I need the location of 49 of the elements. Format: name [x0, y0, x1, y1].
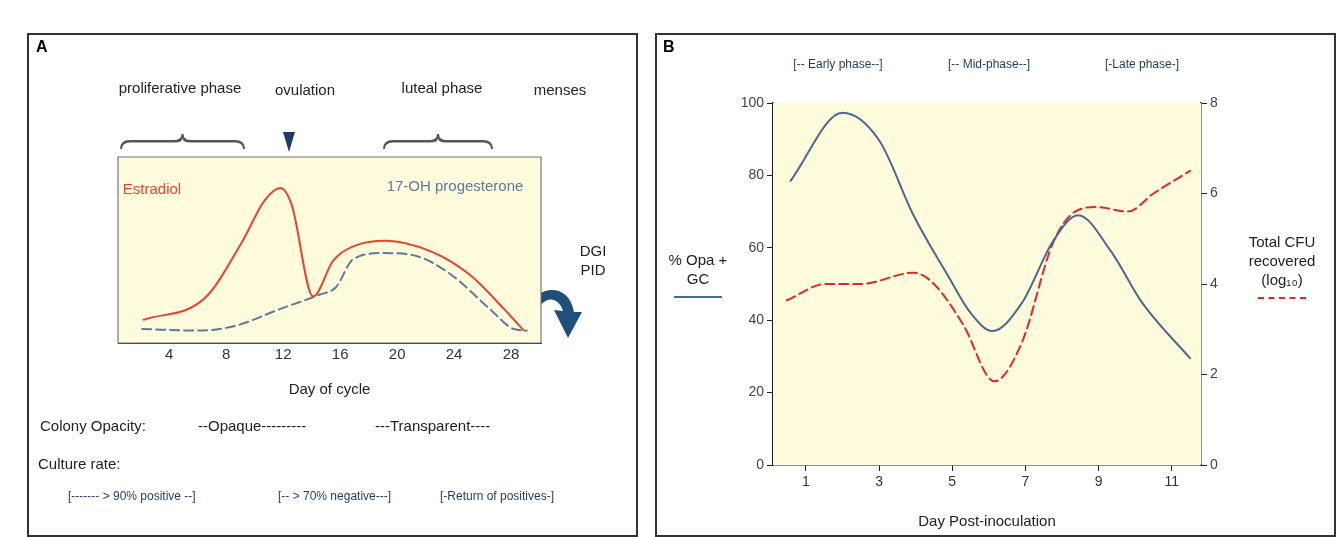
y2-tick-label: 8: [1210, 93, 1218, 110]
x-axis-title: Day of cycle: [288, 380, 371, 398]
x-tick-label: 5: [948, 473, 957, 490]
text: menses: [532, 80, 588, 99]
y-axis-title: % Opa + GC: [667, 250, 729, 289]
y2-tick-label: 0: [1210, 455, 1218, 472]
y2-tick-label: 4: [1210, 274, 1218, 291]
text: ---Transparent----: [375, 416, 491, 435]
line-series: [785, 169, 1192, 383]
y-tick-label: 100: [740, 93, 765, 110]
text: 17-OH progesterone: [385, 176, 525, 195]
text: Culture rate:: [38, 454, 121, 473]
x-tick-label: 9: [1094, 473, 1103, 490]
line-series: [789, 111, 1192, 360]
text: [------- > 90% positive --]: [68, 488, 196, 505]
text: [-- Mid-phase--]: [947, 56, 1031, 73]
text: luteal phase: [400, 78, 484, 97]
text: [-Return of positives-]: [440, 488, 555, 505]
x-tick-label: 3: [875, 473, 884, 490]
x-tick-label: 8: [222, 345, 231, 363]
text: [-- > 70% negative---]: [278, 488, 392, 505]
y-tick-label: 0: [756, 455, 765, 472]
x-tick-label: 11: [1164, 473, 1180, 490]
y-tick-label: 60: [748, 238, 765, 255]
chart-title: B: [663, 38, 675, 56]
text: DGI PID: [578, 241, 608, 279]
text: [-Late phase-]: [1103, 56, 1180, 73]
x-tick-label: 24: [445, 345, 463, 363]
text: --Opaque---------: [198, 416, 307, 435]
text: [-- Early phase--]: [792, 56, 884, 73]
y-tick-label: 80: [748, 166, 765, 183]
y2-tick-label: 2: [1210, 365, 1218, 382]
y2-axis-title: Total CFU recovered (log₁₀): [1247, 232, 1317, 290]
x-tick-label: 16: [331, 345, 349, 363]
x-tick-label: 1: [802, 473, 811, 490]
y-tick-label: 20: [748, 383, 765, 400]
text: Estradiol: [121, 179, 183, 198]
x-tick-label: 28: [502, 345, 520, 363]
chart-title: A: [36, 38, 48, 56]
x-axis-title: Day Post-inoculation: [918, 512, 1056, 530]
y2-tick-label: 6: [1210, 184, 1218, 201]
text: Colony Opacity:: [40, 416, 146, 435]
x-tick-label: 12: [274, 345, 292, 363]
x-tick-label: 4: [165, 345, 174, 363]
text: proliferative phase: [117, 78, 243, 97]
x-tick-label: 7: [1021, 473, 1030, 490]
text: ovulation: [273, 80, 336, 99]
y-tick-label: 40: [748, 311, 765, 328]
x-tick-label: 20: [388, 345, 406, 363]
